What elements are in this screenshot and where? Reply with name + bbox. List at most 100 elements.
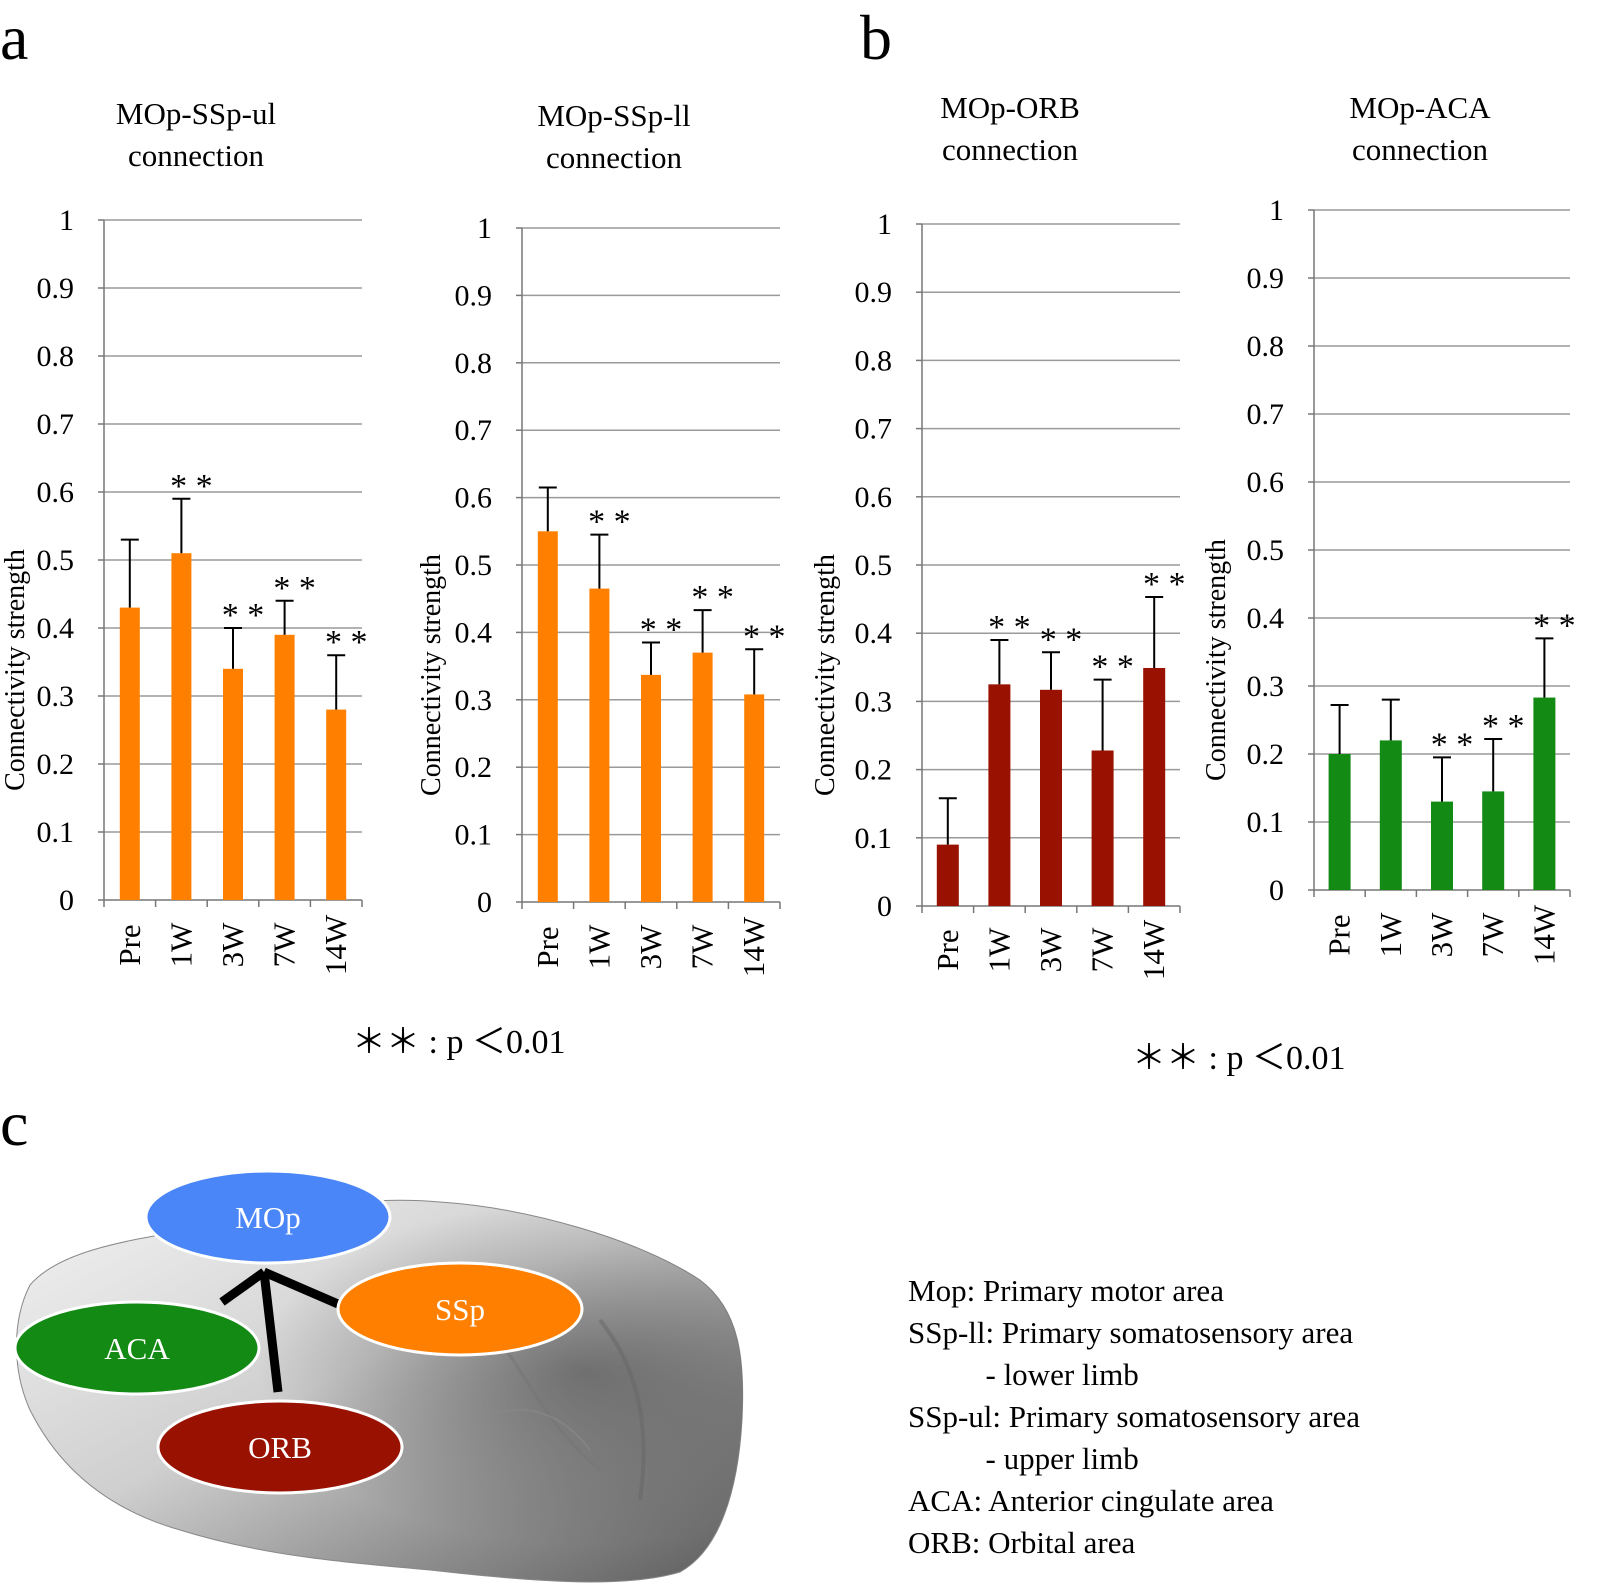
y-tick-label: 1 [59,204,74,237]
significance-note-b: ＊＊ : p ＜0.01 [1132,1040,1346,1077]
y-tick-label: 0.9 [455,279,493,312]
significance-marker: * * [170,468,213,505]
y-tick-label: 0 [477,886,492,919]
y-tick-label: 0.3 [1247,670,1285,703]
y-axis-label: Connectivity strength [1201,539,1232,781]
bar-3W [1040,689,1062,906]
x-tick-label: 1W [581,924,616,970]
y-tick-label: 0.9 [855,276,893,309]
y-axis-label: Connectivity strength [416,554,447,796]
bar-7W [274,634,295,900]
chart-title: MOp-SSp-ll [537,98,690,133]
y-tick-label: 0.3 [455,684,493,717]
y-tick-label: 0.2 [1247,738,1285,771]
bar-Pre [537,531,558,902]
x-tick-label: 14W [318,914,353,975]
y-tick-label: 0.7 [1247,398,1285,431]
y-tick-label: 0.5 [855,549,893,582]
panel-label-c: c [0,1088,29,1159]
x-tick-label: 3W [1033,927,1068,973]
bar-14W [744,694,765,902]
bar-7W [1482,791,1505,890]
bar-1W [589,588,610,902]
x-tick-label: 7W [1475,912,1510,958]
significance-marker: * * [691,579,734,616]
node-label-ssp: SSp [435,1292,485,1327]
y-tick-label: 0.5 [455,549,493,582]
bar-1W [988,684,1011,906]
x-tick-label: 14W [1136,919,1171,980]
connection-mop-orb [259,1271,283,1393]
y-tick-label: 1 [1269,194,1284,227]
bar-3W [1431,801,1453,890]
y-tick-label: 0.9 [37,272,75,305]
y-tick-label: 0.2 [37,748,75,781]
node-orb [156,1399,404,1495]
x-tick-label: 14W [1526,904,1561,965]
chart-title: connection [128,138,265,173]
x-tick-label: 1W [981,927,1016,973]
x-tick-label: 14W [736,916,771,977]
y-tick-label: 0.3 [37,680,75,713]
legend-line: SSp-ll: Primary somatosensory area [908,1315,1354,1350]
y-tick-label: 0.8 [1247,330,1285,363]
legend-line: ACA: Anterior cingulate area [908,1483,1274,1518]
bar-3W [641,674,661,902]
y-tick-label: 0.5 [37,544,75,577]
y-tick-label: 0.6 [455,482,493,515]
legend-line: - lower limb [908,1357,1139,1392]
brain-fold [479,1409,591,1451]
bar-3W [223,668,243,900]
y-tick-label: 0.5 [1247,534,1285,567]
node-label-mop: MOp [235,1200,300,1235]
y-tick-label: 0 [877,890,892,923]
y-axis-label: Connectivity strength [0,549,31,791]
y-tick-label: 0.1 [455,819,493,852]
y-tick-label: 0.7 [855,413,893,446]
node-ssp [336,1261,584,1357]
brain-fold [598,1318,646,1501]
bar-7W [1091,750,1114,906]
y-tick-label: 0 [59,884,74,917]
significance-marker: * * [325,624,368,661]
brain-connection-diagram: MOp SSp ACA ORB [13,1170,744,1583]
significance-marker: * * [988,609,1031,646]
y-axis-label: Connectivity strength [810,554,841,796]
significance-marker: * * [1143,566,1186,603]
y-tick-label: 0 [1269,874,1284,907]
bar-7W [692,652,713,902]
panel-label-a: a [0,2,29,73]
significance-marker: * * [1533,607,1576,644]
node-mop [144,1170,392,1265]
x-tick-label: 3W [633,924,668,970]
chart-title: connection [942,132,1079,167]
significance-marker: * * [1040,621,1083,658]
bar-14W [326,709,347,900]
abbreviation-legend: Mop: Primary motor area SSp-ll: Primary … [908,1270,1360,1564]
chart-title: MOp-ORB [940,90,1080,125]
legend-line: SSp-ul: Primary somatosensory area [908,1399,1361,1434]
x-tick-label: 1W [1373,912,1408,958]
x-tick-label: Pre [112,924,147,965]
significance-note-a: ＊＊ : p ＜0.01 [352,1024,566,1061]
legend-line: Mop: Primary motor area [908,1273,1224,1308]
chart-title: connection [546,140,683,175]
x-tick-label: 3W [1424,912,1459,958]
y-tick-label: 0.1 [855,822,893,855]
x-tick-label: 7W [267,922,302,968]
bar-1W [171,553,192,900]
significance-marker: * * [222,597,265,634]
significance-marker: * * [640,612,683,649]
node-aca [13,1300,261,1396]
x-tick-label: Pre [530,926,565,967]
y-tick-label: 0.7 [455,414,493,447]
y-tick-label: 0.1 [37,816,75,849]
y-tick-label: 0.6 [37,476,75,509]
node-label-aca: ACA [104,1331,170,1366]
node-label-orb: ORB [248,1430,312,1465]
significance-marker: * * [743,618,786,655]
significance-marker: * * [1482,708,1525,745]
y-tick-label: 0.3 [855,685,893,718]
bar-Pre [936,844,959,906]
y-tick-label: 0.7 [37,408,75,441]
